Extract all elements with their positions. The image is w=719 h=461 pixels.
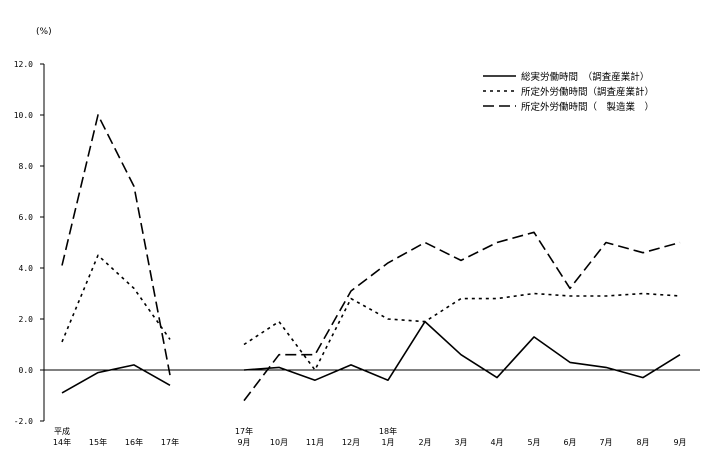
y-tick-label: 0.0 [19, 366, 34, 375]
x-tick-label: 9月 [237, 438, 250, 447]
y-tick-label: -2.0 [14, 417, 33, 426]
x-tick-label-upper: 17年 [235, 426, 253, 436]
x-tick-label: 17年 [161, 437, 179, 447]
x-tick-label: 8月 [636, 438, 649, 447]
legend: 総実労働時間 （調査産業計） 所定外労働時間（調査産業計） 所定外労働時間（ 製… [483, 71, 654, 113]
y-tick-label: 4.0 [19, 264, 34, 273]
x-tick-label: 1月 [381, 438, 394, 447]
x-tick-label: 15年 [89, 437, 107, 447]
series-solid-monthly-line [244, 322, 680, 381]
legend-label-total-hours: 総実労働時間 （調査産業計） [521, 71, 649, 83]
x-tick-label: 3月 [454, 438, 467, 447]
x-tick-label: 7月 [599, 438, 612, 447]
x-tick-label: 11月 [306, 438, 324, 447]
x-tick-label: 5月 [527, 438, 540, 447]
x-tick-label: 9月 [673, 438, 686, 447]
x-tick-label-upper: 平成 [54, 426, 70, 436]
y-tick-label: 2.0 [19, 315, 34, 324]
x-tick-label: 10月 [270, 438, 288, 447]
y-tick-label: 8.0 [19, 162, 34, 171]
y-tick-label: 12.0 [14, 60, 33, 69]
x-tick-label-upper: 18年 [379, 426, 397, 436]
series-solid-annual-line [62, 365, 170, 393]
x-tick-label: 6月 [563, 438, 576, 447]
series-dotted-annual-line [62, 255, 170, 342]
x-tick-label: 12月 [342, 438, 360, 447]
x-tick-label: 16年 [125, 437, 143, 447]
x-tick-label: 2月 [418, 438, 431, 447]
series-dashed-monthly-line [244, 232, 680, 400]
y-tick-label: 6.0 [19, 213, 34, 222]
series-dotted-monthly-line [244, 294, 680, 371]
x-tick-label: 4月 [490, 438, 503, 447]
y-tick-labels: 12.0 10.0 8.0 6.0 4.0 2.0 0.0 -2.0 [14, 60, 44, 426]
series-dashed-annual-line [62, 115, 170, 375]
legend-label-overtime-manufacturing: 所定外労働時間（ 製造業 ） [521, 101, 654, 113]
legend-label-overtime-all: 所定外労働時間（調査産業計） [521, 86, 654, 98]
y-tick-label: 10.0 [14, 111, 33, 120]
series-lines [62, 115, 680, 401]
x-tick-label: 14年 [53, 437, 71, 447]
unit-label: (%) [36, 27, 52, 37]
